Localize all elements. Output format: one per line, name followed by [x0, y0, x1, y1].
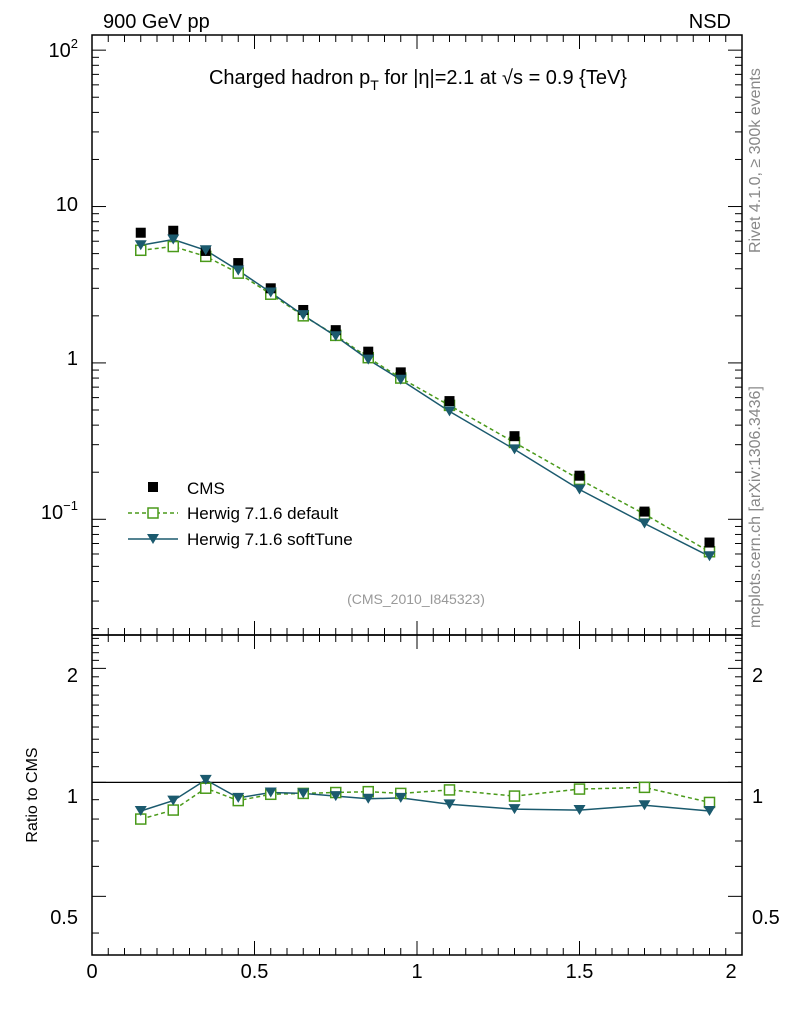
ratio-series-layer — [92, 774, 742, 825]
point-softtune — [167, 234, 180, 245]
point-softtune — [703, 551, 716, 562]
ratio-point-default — [573, 783, 586, 795]
point-cms — [363, 346, 374, 357]
point-softtune — [638, 518, 651, 529]
ytick-label-1: 1 — [67, 348, 78, 370]
point-softtune — [329, 331, 342, 342]
point-cms — [639, 506, 650, 517]
point-cms — [509, 431, 520, 442]
ratio-point-softtune — [573, 805, 586, 816]
point-softtune — [264, 287, 277, 298]
ratio-ylabel: Ratio to CMS — [24, 747, 41, 842]
legend-label-default: Herwig 7.1.6 default — [187, 504, 338, 523]
point-softtune — [232, 265, 245, 276]
point-softtune — [573, 484, 586, 495]
ratio-point-softtune — [134, 806, 147, 817]
ratio-point-softtune — [167, 795, 180, 806]
ratio-point-default — [508, 790, 521, 802]
ratio-point-softtune — [329, 791, 342, 802]
ratio-point-default — [703, 796, 716, 809]
point-cms — [330, 325, 341, 336]
ratio-point-softtune — [638, 800, 651, 811]
ratio-point-softtune — [297, 788, 310, 799]
point-cms — [135, 227, 146, 238]
legend-label-cms: CMS — [187, 479, 225, 498]
mcplots-label: mcplots.cern.ch [arXiv:1306.3436] — [747, 386, 764, 628]
ratio-point-default — [443, 784, 456, 796]
ratio-panel-frame — [91, 634, 743, 956]
ratio-point-softtune — [394, 792, 407, 803]
energy-label: 900 GeV pp — [103, 11, 210, 33]
point-softtune — [443, 406, 456, 417]
point-cms — [574, 470, 585, 481]
point-cms — [298, 304, 309, 315]
point-softtune — [394, 374, 407, 385]
xtick-label-0.5: 0.5 — [241, 961, 269, 983]
point-softtune — [297, 310, 310, 321]
chart-title: Charged hadron pT for |η|=2.1 at √s = 0.… — [209, 67, 627, 93]
analysis-id: (CMS_2010_I845323) — [347, 591, 485, 607]
xtick-label-0: 0 — [86, 961, 97, 983]
ratio-point-default — [167, 804, 179, 816]
ratio-point-softtune — [443, 799, 456, 810]
legend: CMS Herwig 7.1.6 default Herwig 7.1.6 so… — [128, 479, 353, 549]
legend-marker-cms — [148, 482, 158, 492]
ratio-point-softtune — [703, 806, 716, 817]
ytick-label-100: 102 — [49, 36, 78, 62]
ratio-line-default — [140, 786, 710, 820]
ratio-point-softtune — [508, 804, 521, 815]
point-cms — [444, 396, 455, 407]
ratio-point-softtune — [199, 774, 212, 785]
ratio-point-softtune — [362, 793, 375, 804]
ytick-label-0.1: 10−1 — [41, 498, 78, 524]
ytick-label-10: 10 — [56, 194, 78, 216]
xtick-label-2: 2 — [725, 961, 736, 983]
ratio-ytick-label-0.5-right: 0.5 — [752, 907, 780, 929]
legend-label-softtune: Herwig 7.1.6 softTune — [187, 530, 353, 549]
ratio-ticks — [91, 635, 743, 955]
point-cms — [168, 225, 179, 236]
ratio-point-softtune — [232, 792, 245, 803]
ratio-ytick-label-0.5: 0.5 — [50, 907, 78, 929]
ratio-ytick-label-2-right: 2 — [752, 665, 763, 687]
point-cms — [704, 537, 715, 548]
ratio-ytick-label-2: 2 — [67, 665, 78, 687]
ratio-ytick-label-1: 1 — [67, 786, 78, 808]
main-ticks — [91, 35, 743, 635]
point-cms — [395, 367, 406, 378]
legend-marker-softtune — [147, 534, 159, 544]
point-softtune — [134, 240, 147, 251]
xtick-label-1: 1 — [411, 961, 422, 983]
point-softtune — [508, 444, 521, 455]
main-series-layer — [134, 225, 716, 562]
ratio-point-default — [638, 781, 651, 794]
process-label: NSD — [689, 11, 731, 33]
xtick-label-1.5: 1.5 — [566, 961, 594, 983]
rivet-version-label: Rivet 4.1.0, ≥ 300k events — [747, 68, 764, 253]
legend-marker-default — [147, 507, 159, 519]
point-softtune — [362, 354, 375, 365]
ratio-ytick-label-1-right: 1 — [752, 786, 763, 808]
point-cms — [233, 258, 244, 269]
ratio-point-softtune — [264, 787, 277, 798]
point-softtune — [199, 245, 212, 256]
